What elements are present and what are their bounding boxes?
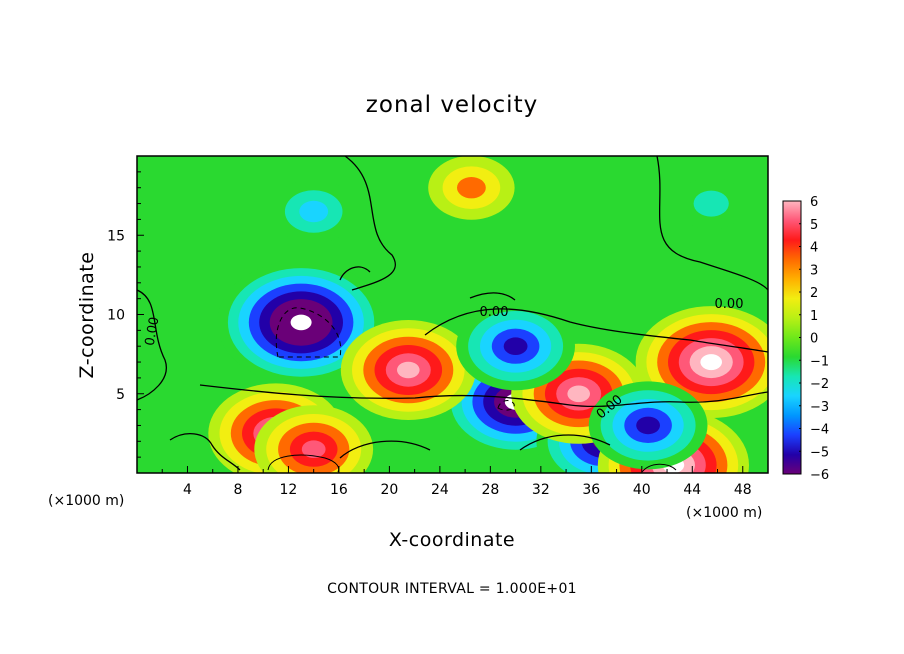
anomaly-level	[457, 177, 486, 199]
x-tick-label: 24	[431, 482, 449, 498]
x-tick-label: 16	[330, 482, 348, 498]
anomaly-level	[567, 385, 590, 403]
contour-label: 0.00	[143, 316, 163, 347]
zero-contour-line	[519, 434, 611, 451]
colorbar-tick-label: 3	[810, 263, 818, 278]
anomaly-level	[693, 190, 729, 217]
zero-contour-line	[339, 266, 371, 281]
colorbar-tick-label: 6	[810, 195, 818, 210]
y-tick-label: 15	[107, 228, 125, 244]
zero-contour-line	[199, 384, 768, 408]
x-tick-label: 8	[233, 482, 242, 498]
velocity-anomaly	[676, 177, 747, 230]
solid-contour-line	[641, 463, 677, 473]
anomaly-level	[299, 200, 329, 223]
y-tick-label: 10	[107, 308, 125, 324]
y-axis-label: Z-coordinate	[76, 252, 98, 379]
zero-contour-line	[656, 156, 768, 291]
zero-contour-line	[339, 440, 431, 459]
y-unit-label: (×1000 m)	[686, 505, 762, 521]
x-axis-label: X-coordinate	[389, 529, 515, 551]
velocity-anomaly	[588, 381, 708, 470]
colorbar: 6 5 4 3 2 1 0 −1 −2 −3 −4 −5 −6	[782, 195, 829, 483]
colorbar-tick-label: 1	[810, 309, 818, 324]
contour-label: 0.00	[715, 297, 744, 312]
solid-contour-line	[267, 454, 340, 473]
chart-title: zonal velocity	[366, 92, 538, 118]
x-tick-label: 32	[532, 482, 550, 498]
colorbar-tick-label: −5	[810, 445, 829, 460]
dashed-contour-line	[497, 400, 515, 411]
velocity-anomaly	[428, 156, 515, 220]
x-tick-label: 40	[633, 482, 651, 498]
colorbar-tick-label: −6	[810, 468, 829, 483]
anomaly-level	[301, 440, 326, 459]
velocity-anomaly	[217, 260, 385, 385]
heatmap-field	[137, 156, 768, 473]
colorbar-tick-label: −4	[810, 423, 829, 438]
x-tick-label: 28	[481, 482, 499, 498]
anomaly-level	[636, 416, 660, 435]
velocity-anomaly	[254, 405, 374, 473]
solid-contours	[267, 454, 677, 473]
contour-label: 0.00	[480, 305, 509, 320]
x-tick-label: 36	[582, 482, 600, 498]
colorbar-tick-label: −2	[810, 377, 829, 392]
zero-contour-line	[469, 292, 516, 301]
x-tick-label: 20	[380, 482, 398, 498]
velocity-anomaly	[270, 179, 357, 244]
zero-contour-line	[169, 433, 241, 471]
zero-contour-line	[137, 289, 167, 401]
velocity-anomaly	[340, 320, 476, 420]
y-axis-ticks: 5 10 15	[107, 171, 144, 458]
colorbar-tick-label: 2	[810, 286, 818, 301]
x-axis-ticks: 4 8 12 16 20 24 28 32 36 40 44 48	[161, 466, 752, 498]
colorbar-tick-label: −1	[810, 354, 829, 369]
colorbar-tick-label: 4	[810, 241, 818, 256]
x-tick-label: 12	[280, 482, 298, 498]
anomaly-level	[290, 314, 312, 331]
x-unit-label: (×1000 m)	[48, 493, 124, 509]
anomaly-level	[503, 337, 528, 356]
colorbar-tick-label: 5	[810, 218, 818, 233]
x-tick-label: 44	[683, 482, 701, 498]
dashed-contour-line	[275, 307, 342, 358]
anomaly-level	[700, 354, 722, 371]
y-tick-label: 5	[116, 387, 125, 403]
zero-contour-line	[424, 308, 768, 353]
colorbar-tick-label: −3	[810, 400, 829, 415]
x-tick-label: 4	[183, 482, 192, 498]
contour-interval-note: CONTOUR INTERVAL = 1.000E+01	[327, 581, 577, 597]
velocity-anomaly	[456, 302, 575, 391]
colorbar-tick-label: 0	[810, 332, 818, 347]
dashed-contours	[275, 307, 515, 411]
colorbar-ticks: 6 5 4 3 2 1 0 −1 −2 −3 −4 −5 −6	[799, 195, 829, 483]
colorbar-fill	[783, 201, 801, 474]
anomaly-level	[397, 361, 420, 379]
zero-contour-line	[344, 156, 396, 291]
zero-contours	[137, 156, 768, 471]
x-tick-label: 48	[734, 482, 752, 498]
